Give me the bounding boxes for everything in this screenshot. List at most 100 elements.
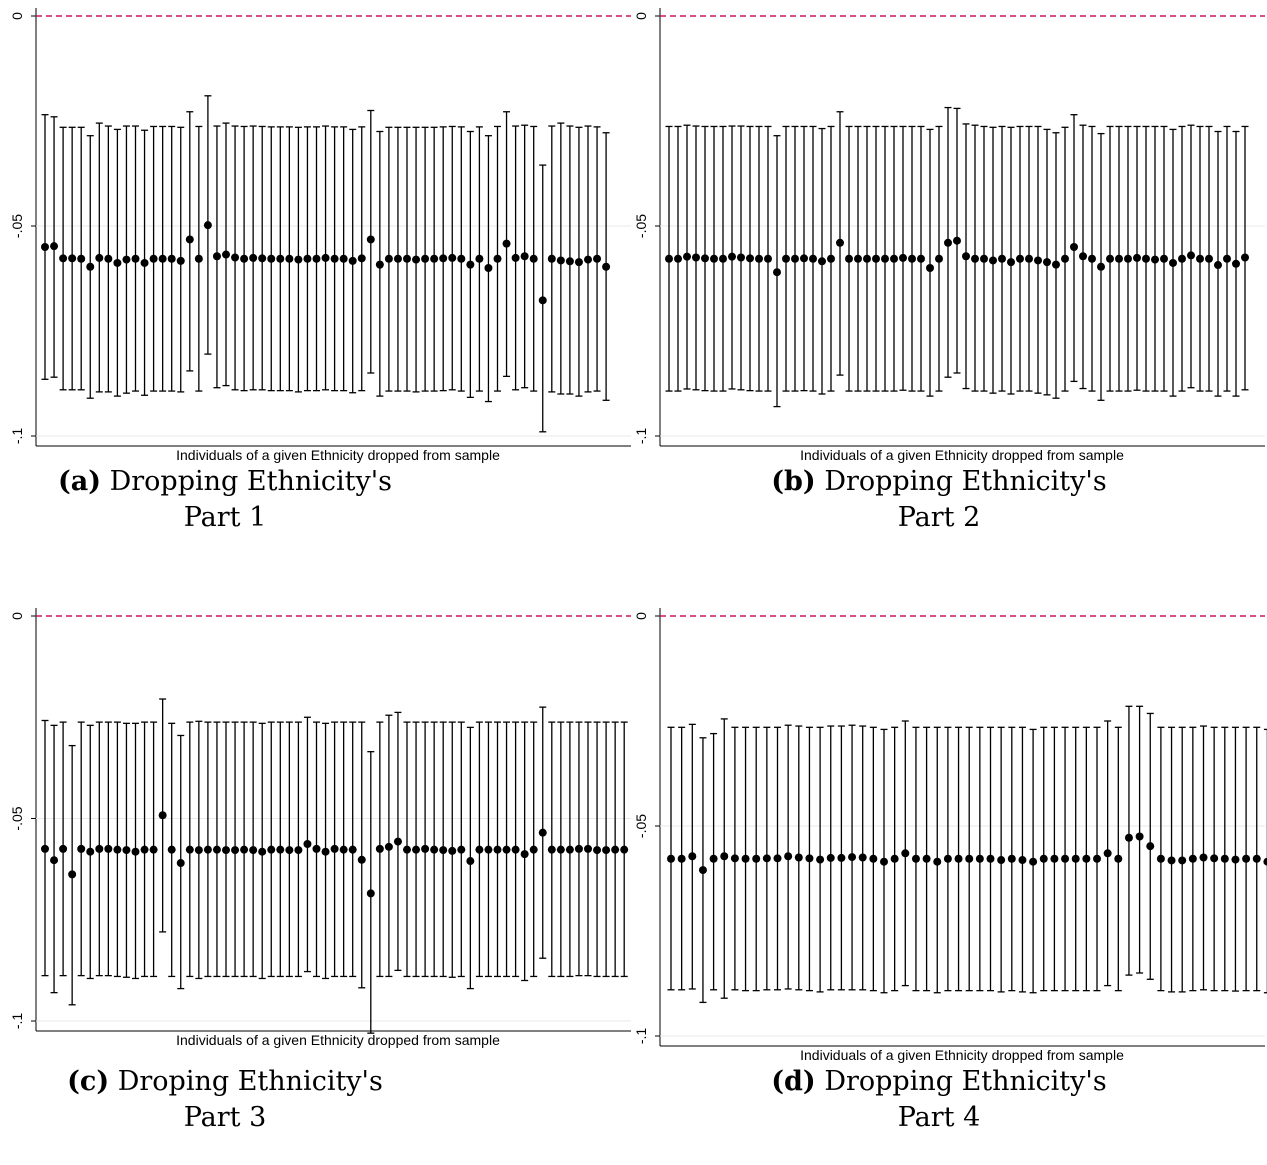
ci-point xyxy=(1061,126,1069,392)
point-estimate xyxy=(1232,259,1240,268)
ci-point xyxy=(986,726,995,992)
point-estimate xyxy=(854,254,862,263)
point-estimate xyxy=(667,854,675,863)
point-estimate xyxy=(584,255,592,264)
ci-point xyxy=(975,726,984,992)
ci-point xyxy=(59,721,68,977)
ci-point xyxy=(1070,114,1078,383)
ci-point xyxy=(858,725,867,991)
point-estimate xyxy=(294,846,303,855)
point-estimate xyxy=(922,854,931,863)
ci-point xyxy=(1018,726,1027,993)
point-estimate xyxy=(511,253,520,262)
ci-point xyxy=(294,126,303,393)
caption-line-1: (a) Dropping Ethnicity's xyxy=(0,464,450,500)
caption-letter: (b) xyxy=(771,466,816,497)
chart-b: 0 -.05 -.1 Individuals of a given Ethnicity… xyxy=(634,8,1265,463)
ci-point xyxy=(922,726,931,992)
ci-point xyxy=(520,124,529,389)
point-estimate xyxy=(520,850,529,859)
ci-point xyxy=(176,734,185,990)
ci-point xyxy=(1142,125,1150,392)
ci-point xyxy=(1097,132,1105,401)
ci-point xyxy=(258,722,267,980)
ci-point xyxy=(953,107,961,374)
ci-point xyxy=(701,125,709,392)
ci-point xyxy=(538,706,547,959)
caption-b: (b) Dropping Ethnicity's Part 2 xyxy=(714,464,1164,536)
point-estimate xyxy=(547,254,556,263)
point-estimate xyxy=(1169,258,1177,267)
ci-point xyxy=(312,126,321,392)
caption-line-2: Part 1 xyxy=(183,502,267,533)
ci-point xyxy=(935,125,943,392)
point-estimate xyxy=(1043,258,1051,267)
ci-point xyxy=(890,125,898,392)
ci-point xyxy=(384,126,393,392)
point-estimate xyxy=(1231,855,1240,864)
ci-point xyxy=(131,722,140,980)
point-estimate xyxy=(917,254,925,263)
point-estimate xyxy=(1151,255,1159,264)
point-estimate xyxy=(1088,254,1096,263)
y-tick-label: 0 xyxy=(634,612,649,620)
panel-b: 0 -.05 -.1 Individuals of a given Ethnicity… xyxy=(634,0,1267,565)
point-estimate xyxy=(1079,252,1087,261)
ci-point xyxy=(1052,132,1060,399)
point-estimate xyxy=(231,846,240,855)
ci-point xyxy=(484,721,493,978)
point-estimate xyxy=(1167,856,1176,865)
ci-point xyxy=(611,721,620,978)
ci-point xyxy=(1151,125,1159,392)
ci-point xyxy=(547,125,556,393)
ci-point xyxy=(140,129,149,396)
point-estimate xyxy=(203,845,212,854)
ci-point xyxy=(674,125,682,392)
ci-point xyxy=(720,718,729,999)
ci-point xyxy=(1007,126,1015,395)
point-estimate xyxy=(122,846,131,855)
ci-point xyxy=(1025,125,1033,392)
ci-point xyxy=(312,721,321,978)
point-estimate xyxy=(755,254,763,263)
point-estimate xyxy=(556,256,565,265)
ci-point xyxy=(50,724,59,994)
point-estimate xyxy=(593,254,602,263)
point-estimate xyxy=(222,846,230,855)
point-estimate xyxy=(752,854,761,863)
ci-point xyxy=(194,720,203,980)
ci-point xyxy=(741,726,750,992)
ci-point xyxy=(1232,130,1240,397)
point-estimate xyxy=(249,253,258,262)
point-estimate xyxy=(728,252,736,261)
ci-point xyxy=(330,126,339,392)
ci-point xyxy=(816,726,825,993)
point-estimate xyxy=(167,254,176,263)
point-estimate xyxy=(1135,832,1144,841)
point-estimate xyxy=(890,854,899,863)
ci-point xyxy=(1124,125,1132,392)
point-estimate xyxy=(104,254,113,263)
ci-point xyxy=(538,164,547,433)
point-estimate xyxy=(357,254,366,263)
ci-point xyxy=(466,130,475,399)
point-estimate xyxy=(321,847,330,856)
caption-c: (c) Droping Ethnicity's Part 3 xyxy=(0,1064,450,1136)
ci-point xyxy=(122,125,131,394)
ci-point xyxy=(149,125,158,392)
ci-point xyxy=(901,720,910,987)
caption-line-1: (b) Dropping Ethnicity's xyxy=(714,464,1164,500)
point-estimate xyxy=(484,845,493,854)
caption-a: (a) Dropping Ethnicity's Part 1 xyxy=(0,464,450,536)
point-estimate xyxy=(258,847,267,856)
ci-point xyxy=(267,721,276,978)
point-estimate xyxy=(953,236,961,245)
ci-point xyxy=(41,719,49,977)
ci-point xyxy=(698,737,707,1004)
ci-point xyxy=(1133,125,1141,391)
ci-point xyxy=(421,721,430,978)
point-estimate xyxy=(484,264,493,272)
ci-point xyxy=(384,714,393,978)
ci-point xyxy=(1124,705,1133,976)
point-estimate xyxy=(674,254,682,263)
